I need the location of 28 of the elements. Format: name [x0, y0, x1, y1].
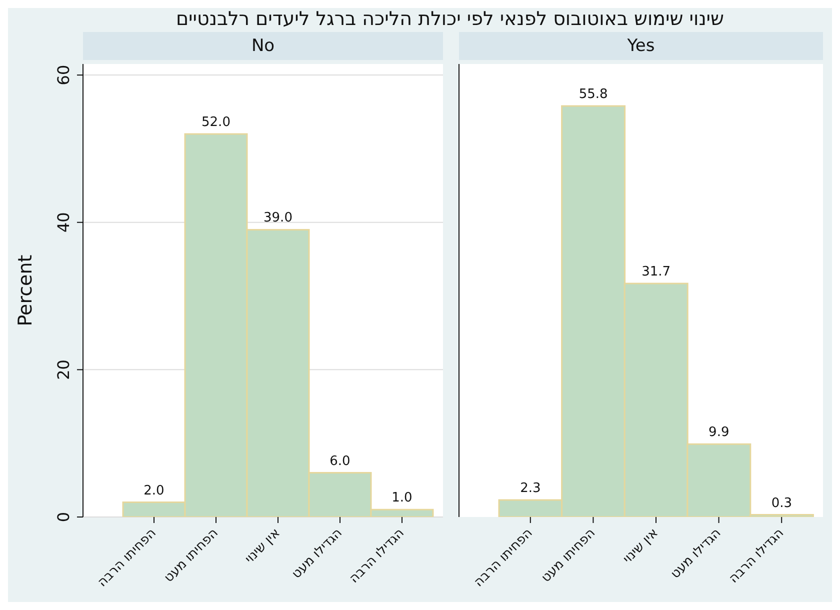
x-tick-label: הגדילו הרבה — [726, 526, 787, 586]
data-label: 31.7 — [642, 264, 671, 280]
x-tick-label: הגדילו מעט — [289, 526, 346, 582]
y-tick-label: 60 — [54, 64, 73, 86]
data-label: 9.9 — [708, 425, 730, 440]
x-tick-label: הפחיתו מעט — [538, 526, 599, 586]
y-tick-label: 40 — [54, 212, 73, 233]
x-tick-label: אין שינוי — [620, 526, 662, 567]
data-label: 39.0 — [264, 210, 292, 226]
data-label: 0.3 — [771, 496, 792, 511]
x-tick-label: הגדילו מעט — [668, 526, 724, 582]
chart-subtitle: Yes — [459, 32, 823, 60]
y-axis-title: Percent — [14, 254, 37, 326]
chart-subtitle: No — [83, 32, 443, 60]
data-label: 2.3 — [520, 481, 541, 496]
data-label: 1.0 — [392, 490, 412, 506]
x-tick-label: אין שינוי — [242, 526, 284, 567]
x-tick-label: הפחיתו הרבה — [94, 526, 160, 590]
y-tick-label: 0 — [54, 512, 73, 522]
data-label: 2.0 — [144, 483, 164, 498]
x-tick-label: הפחיתו מעט — [161, 526, 222, 586]
y-tick-label: 20 — [54, 360, 73, 380]
data-label: 55.8 — [578, 86, 608, 102]
data-label: 6.0 — [330, 454, 350, 469]
chart-title: שינוי שימוש באוטובוס לפנאי לפי יכולת הליכה ברגל ליעדים רלבנטיים — [174, 8, 726, 32]
x-tick-label: הגדילו הרבה — [346, 526, 408, 586]
data-label: 52.0 — [202, 114, 230, 130]
x-tick-label: הפחיתו הרבה — [471, 526, 536, 590]
